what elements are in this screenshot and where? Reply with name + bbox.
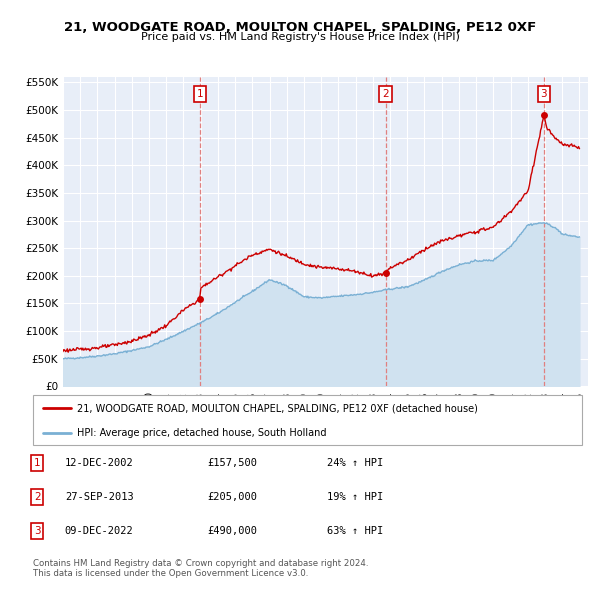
Text: 09-DEC-2022: 09-DEC-2022 [65,526,134,536]
Text: 27-SEP-2013: 27-SEP-2013 [65,492,134,502]
Text: 12-DEC-2002: 12-DEC-2002 [65,458,134,468]
Text: 1: 1 [196,88,203,99]
Text: 1: 1 [34,458,41,468]
Text: 19% ↑ HPI: 19% ↑ HPI [327,492,383,502]
Text: This data is licensed under the Open Government Licence v3.0.: This data is licensed under the Open Gov… [33,569,308,578]
Text: 3: 3 [541,88,547,99]
Text: £205,000: £205,000 [207,492,257,502]
Text: 21, WOODGATE ROAD, MOULTON CHAPEL, SPALDING, PE12 0XF (detached house): 21, WOODGATE ROAD, MOULTON CHAPEL, SPALD… [77,404,478,414]
Text: 2: 2 [34,492,41,502]
Text: Contains HM Land Registry data © Crown copyright and database right 2024.: Contains HM Land Registry data © Crown c… [33,559,368,568]
Text: 3: 3 [34,526,41,536]
FancyBboxPatch shape [33,395,582,445]
Text: 2: 2 [382,88,389,99]
Text: 21, WOODGATE ROAD, MOULTON CHAPEL, SPALDING, PE12 0XF: 21, WOODGATE ROAD, MOULTON CHAPEL, SPALD… [64,21,536,34]
Text: HPI: Average price, detached house, South Holland: HPI: Average price, detached house, Sout… [77,428,326,438]
Text: £157,500: £157,500 [207,458,257,468]
Text: 24% ↑ HPI: 24% ↑ HPI [327,458,383,468]
Text: Price paid vs. HM Land Registry's House Price Index (HPI): Price paid vs. HM Land Registry's House … [140,32,460,42]
Text: 63% ↑ HPI: 63% ↑ HPI [327,526,383,536]
Text: £490,000: £490,000 [207,526,257,536]
